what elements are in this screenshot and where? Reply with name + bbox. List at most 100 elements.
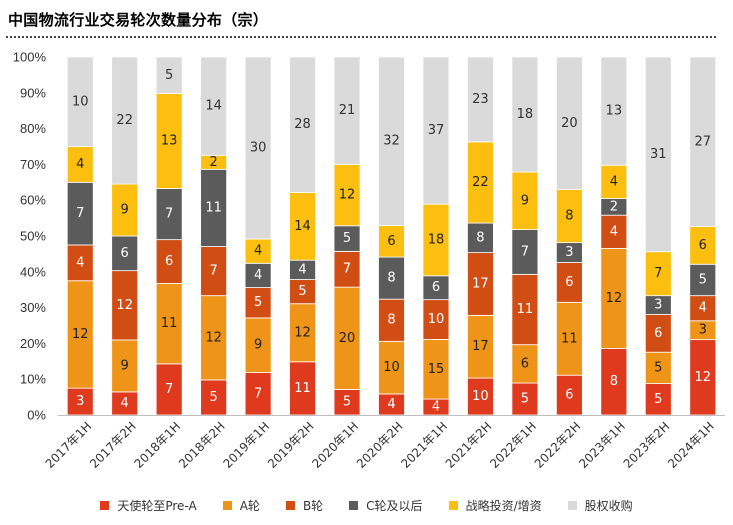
bar-segment xyxy=(555,189,583,244)
x-tick-label: 2017年1H xyxy=(43,419,95,471)
x-tick-label: 2022年1H xyxy=(487,419,539,471)
data-label: 5 xyxy=(343,231,351,246)
data-label: 4 xyxy=(387,397,395,412)
data-label: 10 xyxy=(428,312,445,327)
bar-segment xyxy=(66,56,94,147)
bar-stack: 8 12 4 2 4 13 xyxy=(600,56,628,416)
bar-segment xyxy=(555,262,583,303)
data-label: 18 xyxy=(428,232,445,247)
data-label: 14 xyxy=(205,99,222,114)
data-label: 30 xyxy=(250,141,267,156)
y-tick-label: 60% xyxy=(20,193,46,208)
data-label: 6 xyxy=(565,388,573,403)
y-tick-label: 20% xyxy=(20,336,46,351)
bar-segment xyxy=(289,303,316,363)
title-divider xyxy=(6,36,716,38)
bar-segment xyxy=(66,244,94,282)
legend-item: 股权收购 xyxy=(567,497,633,514)
bar-segment xyxy=(289,361,316,416)
bar-segment xyxy=(200,246,228,297)
legend-swatch xyxy=(448,501,458,510)
data-label: 6 xyxy=(165,254,173,269)
data-label: 5 xyxy=(298,284,306,299)
data-label: 7 xyxy=(165,207,173,222)
bar-stack: 7 9 5 4 4 30 xyxy=(244,56,272,416)
legend-item: A轮 xyxy=(222,497,260,514)
x-tick-label: 2020年2H xyxy=(354,419,406,471)
data-label: 3 xyxy=(699,323,707,338)
bar-segment xyxy=(155,93,183,189)
data-label: 20 xyxy=(561,116,578,131)
data-label: 5 xyxy=(254,295,262,310)
bar-segment xyxy=(244,262,272,288)
bar-segment xyxy=(333,286,361,390)
data-label: 5 xyxy=(699,272,707,287)
bar-segment xyxy=(244,372,272,416)
x-tick-label: 2019年1H xyxy=(220,419,272,471)
bar-segment xyxy=(467,252,494,316)
bar-segment xyxy=(644,251,672,297)
bar-segment xyxy=(511,229,539,275)
data-label: 2 xyxy=(610,199,618,214)
bar-stack: 3 12 4 7 4 10 xyxy=(66,56,94,416)
bar-segment xyxy=(111,183,139,237)
legend-item: 天使轮至Pre-A xyxy=(100,497,197,514)
bar-segment xyxy=(111,339,139,393)
chart-title: 中国物流行业交易轮次数量分布（宗） xyxy=(8,11,269,29)
data-label: 9 xyxy=(254,338,262,353)
data-label: 6 xyxy=(521,356,529,371)
bar-segment xyxy=(200,379,228,416)
x-tick-label: 2021年1H xyxy=(398,419,450,471)
data-label: 7 xyxy=(521,244,529,259)
bar-segment xyxy=(511,171,539,231)
bars: 3124741049126922711671355127112147954430… xyxy=(66,56,717,416)
data-label: 7 xyxy=(343,262,351,277)
bar-segment xyxy=(111,270,139,341)
bar-segment xyxy=(378,298,405,342)
bar-stack: 11 12 5 4 14 28 xyxy=(289,56,316,416)
data-label: 13 xyxy=(606,104,623,119)
data-label: 12 xyxy=(606,291,623,306)
x-tick-label: 2024年1H xyxy=(665,419,717,471)
bar-segment xyxy=(155,56,183,94)
data-label: 11 xyxy=(294,381,311,396)
data-label: 3 xyxy=(654,298,662,313)
data-label: 7 xyxy=(654,266,662,281)
bar-segment xyxy=(66,181,94,246)
bar-segment xyxy=(689,339,717,416)
legend-swatch xyxy=(349,501,359,510)
data-label: 4 xyxy=(76,255,84,270)
legend-swatch xyxy=(567,501,577,510)
data-label: 20 xyxy=(339,331,356,346)
data-label: 4 xyxy=(432,400,440,415)
bar-segment xyxy=(378,56,405,226)
data-label: 21 xyxy=(339,103,356,118)
data-label: 5 xyxy=(343,395,351,410)
bar-segment xyxy=(467,377,494,416)
data-label: 4 xyxy=(121,396,129,411)
data-label: 5 xyxy=(654,360,662,375)
bar-segment xyxy=(467,56,494,143)
bar-stack: 5 12 7 11 2 14 xyxy=(200,56,228,416)
data-label: 12 xyxy=(205,330,222,345)
bar-segment xyxy=(467,314,494,379)
x-tick-label: 2023年2H xyxy=(621,419,673,471)
bar-segment xyxy=(155,363,183,416)
data-label: 14 xyxy=(294,219,311,234)
data-label: 4 xyxy=(254,268,262,283)
data-label: 3 xyxy=(565,245,573,260)
bar-stack: 12 3 4 5 6 27 xyxy=(689,56,717,416)
y-tick-label: 100% xyxy=(13,50,47,65)
data-label: 7 xyxy=(254,386,262,401)
y-tick-label: 80% xyxy=(20,121,46,136)
y-tick-label: 50% xyxy=(20,229,46,244)
data-label: 4 xyxy=(610,174,618,189)
x-tick-label: 2018年1H xyxy=(132,419,184,471)
bar-segment xyxy=(689,226,717,265)
data-label: 7 xyxy=(165,382,173,397)
bar-segment xyxy=(600,347,628,416)
legend: 天使轮至Pre-A A轮 B轮 C轮及以后 战略投资/增资 股权收购 xyxy=(0,497,733,514)
bar-segment xyxy=(689,56,717,227)
data-label: 11 xyxy=(161,316,178,331)
bar-segment xyxy=(422,299,450,340)
